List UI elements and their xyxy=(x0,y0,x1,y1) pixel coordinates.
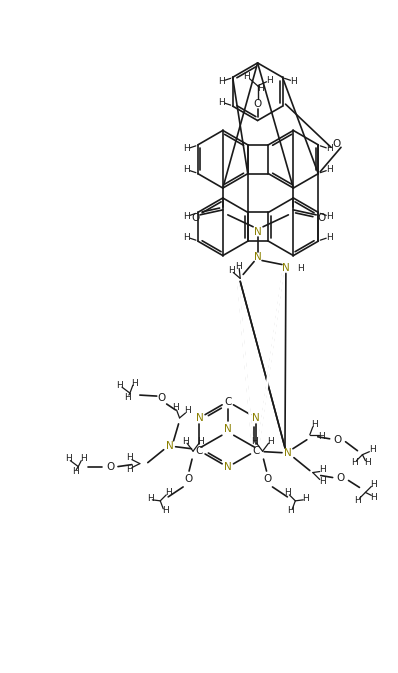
Text: O: O xyxy=(254,99,262,108)
Text: H: H xyxy=(131,379,138,388)
Text: H: H xyxy=(351,458,358,467)
Text: O: O xyxy=(184,474,192,484)
Text: H: H xyxy=(297,264,304,273)
Text: H: H xyxy=(219,77,225,85)
Text: H: H xyxy=(235,262,242,271)
Text: H: H xyxy=(183,233,190,242)
Text: C: C xyxy=(252,446,260,456)
Text: O: O xyxy=(263,474,272,484)
Text: N: N xyxy=(254,227,262,237)
Text: H: H xyxy=(326,144,333,153)
Text: H: H xyxy=(290,77,297,85)
Text: H: H xyxy=(318,432,325,441)
Text: H: H xyxy=(369,446,376,454)
Text: O: O xyxy=(317,213,325,223)
Text: H: H xyxy=(326,165,333,174)
Text: H: H xyxy=(162,506,169,516)
Text: O: O xyxy=(106,462,114,472)
Text: N: N xyxy=(195,413,203,423)
Text: H: H xyxy=(319,477,326,486)
Text: C: C xyxy=(224,396,232,406)
Text: N: N xyxy=(224,462,232,472)
Text: H: H xyxy=(251,437,258,446)
Text: H: H xyxy=(364,458,371,467)
Text: H: H xyxy=(302,495,308,503)
Text: H: H xyxy=(243,72,250,81)
Text: H: H xyxy=(319,465,326,474)
Text: H: H xyxy=(65,454,72,463)
Text: H: H xyxy=(326,233,333,242)
Text: O: O xyxy=(158,393,166,403)
Text: H: H xyxy=(165,489,172,497)
Text: O: O xyxy=(191,213,199,223)
Text: H: H xyxy=(127,453,133,462)
Text: H: H xyxy=(326,212,333,221)
Text: H: H xyxy=(183,144,190,153)
Text: H: H xyxy=(184,406,191,415)
Text: H: H xyxy=(182,437,189,446)
Text: H: H xyxy=(80,454,87,463)
Text: H: H xyxy=(183,165,190,174)
Text: H: H xyxy=(198,437,204,446)
Text: H: H xyxy=(228,266,235,275)
Text: H: H xyxy=(125,392,131,402)
Text: H: H xyxy=(354,496,361,505)
Text: H: H xyxy=(72,467,79,476)
Text: C: C xyxy=(196,446,203,456)
Text: H: H xyxy=(117,381,123,390)
Text: H: H xyxy=(287,506,294,516)
Text: N: N xyxy=(166,441,174,451)
Text: H: H xyxy=(311,421,318,429)
Text: H: H xyxy=(370,493,377,502)
Text: H: H xyxy=(219,98,225,106)
Text: N: N xyxy=(254,252,262,262)
Text: H: H xyxy=(257,84,264,94)
Text: N: N xyxy=(284,448,292,458)
Text: H: H xyxy=(172,404,179,413)
Text: H: H xyxy=(284,489,291,497)
Text: O: O xyxy=(334,435,342,445)
Text: H: H xyxy=(267,437,274,446)
Text: N: N xyxy=(252,413,260,423)
Text: H: H xyxy=(147,495,154,503)
Text: H: H xyxy=(183,212,190,221)
Text: H: H xyxy=(127,465,133,474)
Text: N: N xyxy=(282,263,290,273)
Text: O: O xyxy=(332,139,340,149)
Text: H: H xyxy=(370,480,377,489)
Text: O: O xyxy=(336,472,345,483)
Text: H: H xyxy=(266,76,273,85)
Text: N: N xyxy=(224,425,232,434)
